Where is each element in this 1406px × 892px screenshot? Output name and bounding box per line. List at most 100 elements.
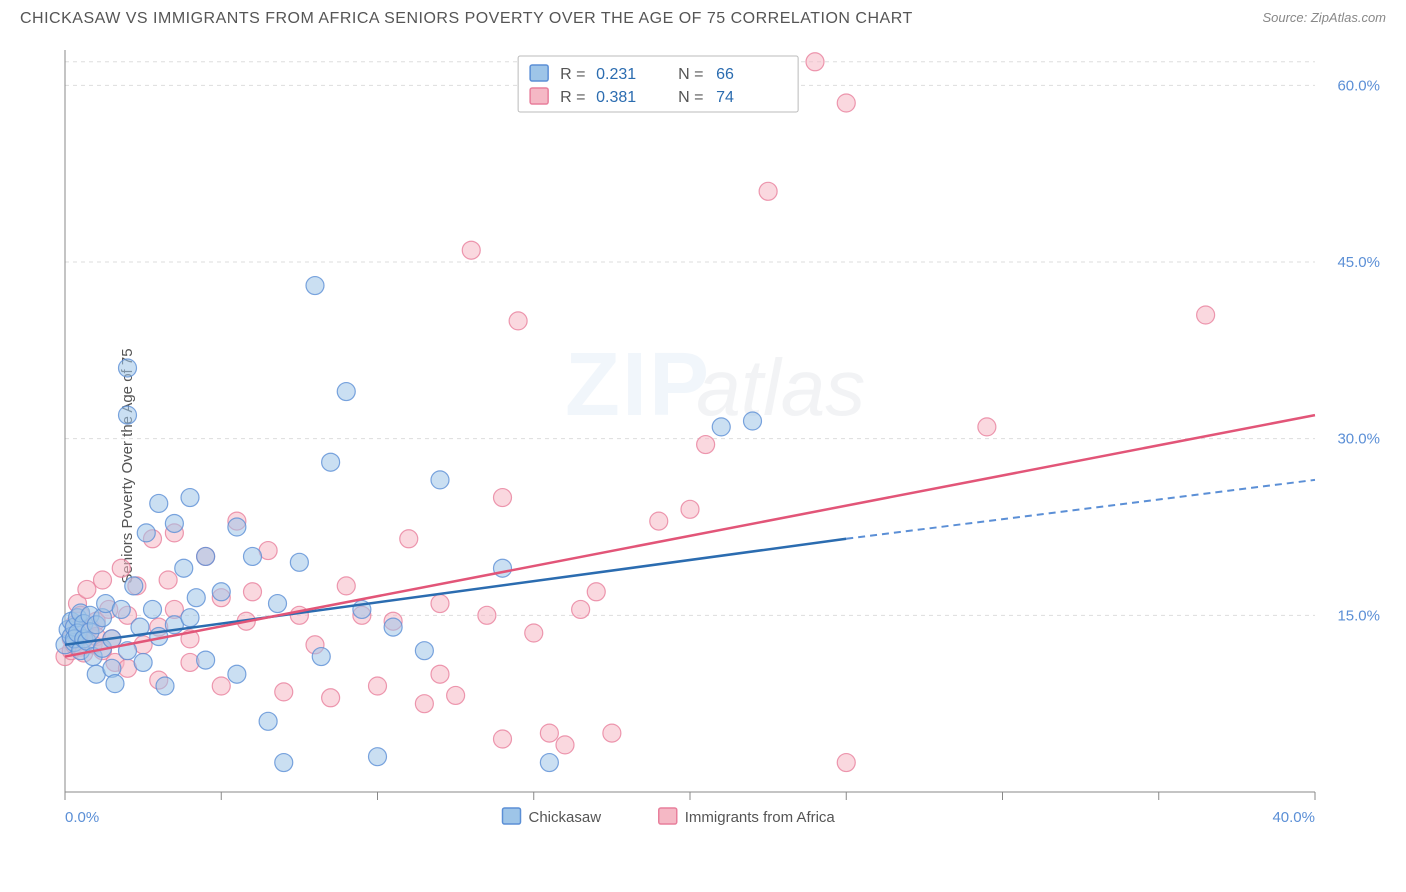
chart-title: CHICKASAW VS IMMIGRANTS FROM AFRICA SENI… [20, 10, 913, 28]
legend-swatch-blue-icon [503, 808, 521, 824]
data-point [144, 600, 162, 618]
legend-swatch-pink-icon [659, 808, 677, 824]
x-tick-label: 0.0% [65, 809, 99, 826]
data-point [400, 530, 418, 548]
data-point [572, 600, 590, 618]
r-value-blue: 0.231 [596, 66, 636, 83]
data-point [494, 489, 512, 507]
data-point [759, 182, 777, 200]
data-point [187, 589, 205, 607]
data-point [322, 689, 340, 707]
data-point [306, 277, 324, 295]
n-value-pink: 74 [716, 89, 734, 106]
data-point [322, 453, 340, 471]
data-point [369, 748, 387, 766]
scatter-plot: ZIPatlas0.0%40.0%15.0%30.0%45.0%60.0%R =… [55, 40, 1395, 852]
data-point [112, 600, 130, 618]
data-point [159, 571, 177, 589]
data-point [181, 489, 199, 507]
svg-text:R =: R = [560, 89, 585, 106]
data-point [181, 609, 199, 627]
data-point [415, 695, 433, 713]
svg-text:N =: N = [678, 66, 703, 83]
data-point [556, 736, 574, 754]
y-tick-label: 60.0% [1337, 77, 1380, 94]
data-point [212, 677, 230, 695]
data-point [650, 512, 668, 530]
legend-label: Immigrants from Africa [685, 809, 836, 826]
y-tick-label: 45.0% [1337, 254, 1380, 271]
data-point [806, 53, 824, 71]
data-point [697, 436, 715, 454]
data-point [587, 583, 605, 601]
data-point [494, 730, 512, 748]
data-point [137, 524, 155, 542]
data-point [337, 577, 355, 595]
data-point [744, 412, 762, 430]
data-point [212, 583, 230, 601]
x-tick-label: 40.0% [1272, 809, 1315, 826]
data-point [228, 665, 246, 683]
data-point [175, 559, 193, 577]
watermark-zip: ZIP [565, 335, 711, 435]
data-point [259, 712, 277, 730]
data-point [150, 494, 168, 512]
data-point [197, 651, 215, 669]
data-point [165, 514, 183, 532]
r-value-pink: 0.381 [596, 89, 636, 106]
data-point [78, 580, 96, 598]
data-point [94, 571, 112, 589]
data-point [125, 577, 143, 595]
data-point [275, 754, 293, 772]
data-point [119, 359, 137, 377]
data-point [978, 418, 996, 436]
swatch-blue-icon [530, 65, 548, 81]
swatch-pink-icon [530, 88, 548, 104]
data-point [478, 606, 496, 624]
data-point [269, 595, 287, 613]
y-tick-label: 15.0% [1337, 607, 1380, 624]
data-point [525, 624, 543, 642]
svg-text:N =: N = [678, 89, 703, 106]
data-point [462, 241, 480, 259]
data-point [540, 724, 558, 742]
data-point [275, 683, 293, 701]
chart-area: Seniors Poverty Over the Age of 75 ZIPat… [0, 40, 1406, 892]
data-point [337, 383, 355, 401]
data-point [106, 675, 124, 693]
n-value-blue: 66 [716, 66, 734, 83]
data-point [431, 665, 449, 683]
data-point [181, 653, 199, 671]
data-point [244, 583, 262, 601]
data-point [447, 686, 465, 704]
regression-line-pink [65, 415, 1315, 656]
data-point [1197, 306, 1215, 324]
svg-text:R =: R = [560, 66, 585, 83]
regression-line-blue [65, 539, 846, 645]
data-point [681, 500, 699, 518]
data-point [509, 312, 527, 330]
data-point [312, 648, 330, 666]
regression-line-blue-dash [846, 480, 1315, 539]
data-point [369, 677, 387, 695]
chart-source: Source: ZipAtlas.com [1262, 10, 1386, 25]
data-point [431, 471, 449, 489]
data-point [540, 754, 558, 772]
data-point [384, 618, 402, 636]
data-point [290, 553, 308, 571]
data-point [197, 547, 215, 565]
data-point [112, 559, 130, 577]
data-point [244, 547, 262, 565]
data-point [156, 677, 174, 695]
data-point [228, 518, 246, 536]
y-tick-label: 30.0% [1337, 431, 1380, 448]
data-point [837, 754, 855, 772]
data-point [119, 406, 137, 424]
data-point [837, 94, 855, 112]
data-point [712, 418, 730, 436]
data-point [603, 724, 621, 742]
data-point [415, 642, 433, 660]
data-point [431, 595, 449, 613]
data-point [134, 653, 152, 671]
legend-label: Chickasaw [529, 809, 602, 826]
